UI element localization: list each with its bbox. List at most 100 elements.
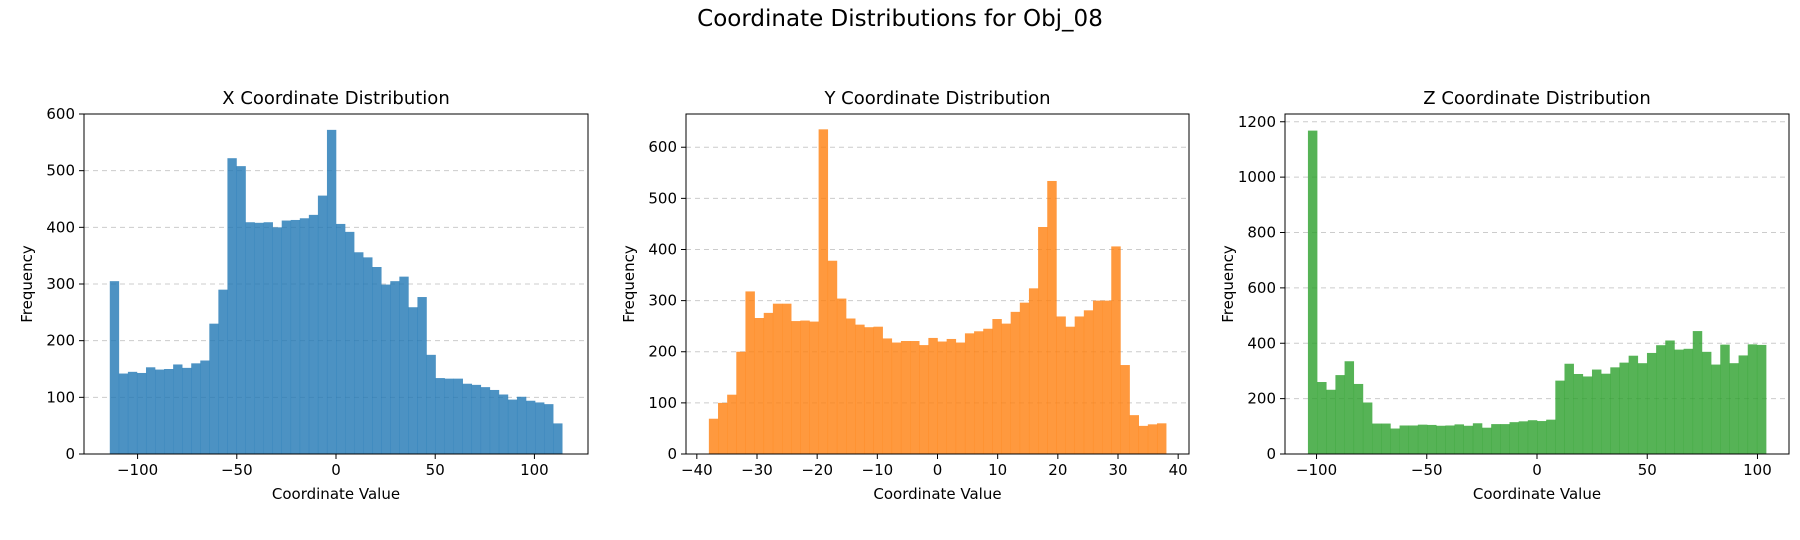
histogram-bar: [200, 360, 210, 454]
histogram-bar: [1555, 380, 1565, 454]
histogram-bar: [736, 351, 746, 454]
histogram-bar: [1591, 369, 1602, 454]
y-axis-label: Frequency: [620, 245, 638, 323]
histogram-bar: [1573, 373, 1584, 454]
histogram-bar: [471, 384, 482, 454]
histogram-bar: [1083, 310, 1094, 454]
histogram-bar: [754, 318, 765, 454]
histogram-bar: [745, 291, 755, 454]
y-tick-label: 0: [1266, 445, 1276, 463]
histogram-bar: [1010, 311, 1021, 454]
histogram-bar: [974, 331, 984, 454]
histogram-bar: [489, 389, 500, 454]
x-tick-label: −100: [117, 461, 158, 479]
histogram-bar: [1637, 363, 1648, 454]
histogram-bar: [1344, 361, 1355, 454]
histogram-bar: [1472, 423, 1483, 454]
histogram-bar: [1463, 425, 1474, 454]
histogram-bar: [381, 284, 391, 454]
histogram-bar: [173, 364, 183, 454]
histogram-bar: [1738, 355, 1749, 454]
histogram-bar: [1711, 364, 1721, 454]
histogram-bar: [127, 371, 138, 454]
histogram-bar: [1601, 373, 1611, 454]
histogram-bar: [553, 423, 563, 454]
histogram-bar: [526, 400, 536, 454]
histogram-bar: [1646, 352, 1657, 454]
histogram-bar: [299, 218, 310, 454]
x-tick-label: 0: [933, 461, 943, 479]
x-axis-label: Coordinate Value: [1473, 485, 1601, 503]
x-axis-label: Coordinate Value: [873, 485, 1001, 503]
histogram-bar: [964, 333, 975, 454]
x-tick-label: 100: [520, 461, 549, 479]
histogram-bar: [1656, 345, 1666, 454]
histogram-bar: [946, 338, 957, 454]
histogram-bar: [910, 341, 920, 454]
histogram-bar: [846, 318, 856, 454]
histogram-bar: [928, 337, 938, 454]
x-tick-label: 40: [1169, 461, 1188, 479]
histogram-bar: [864, 327, 874, 454]
histogram-bar: [426, 354, 436, 454]
y-tick-label: 200: [1247, 390, 1276, 408]
histogram-bar: [145, 367, 156, 454]
histogram-bar: [308, 214, 319, 454]
histogram-bar: [1582, 376, 1593, 454]
histogram-bar: [1527, 420, 1538, 454]
histogram-bar: [1353, 383, 1364, 454]
y-axis-label: Frequency: [18, 245, 36, 323]
histogram-bar: [1417, 424, 1428, 454]
histogram-bar: [1546, 419, 1556, 454]
chart-panel-1: −100 −50 0 50 100 0 100 200 300 400 500 600 X Coordi…: [18, 88, 589, 503]
histogram-bar: [155, 369, 165, 454]
histogram-bar: [1326, 389, 1336, 454]
histogram-bar: [1317, 382, 1327, 454]
histogram-bar: [1102, 300, 1112, 454]
histogram-bar: [900, 341, 911, 454]
histogram-bar: [507, 399, 518, 454]
histogram-bar: [1756, 344, 1767, 454]
histogram-bar: [245, 222, 255, 454]
histogram-bar: [1729, 363, 1739, 454]
x-tick-label: −50: [1411, 461, 1443, 479]
histogram-bar: [983, 328, 993, 454]
histogram-bar: [1381, 423, 1391, 454]
x-tick-label: −30: [741, 461, 773, 479]
histogram-bar: [480, 387, 491, 454]
x-tick-label: −20: [801, 461, 833, 479]
y-tick-label: 500: [46, 162, 75, 180]
histogram-bar: [462, 383, 473, 454]
histogram-bar: [1482, 427, 1492, 454]
histogram-bar: [399, 276, 409, 454]
histogram-bar: [164, 369, 174, 454]
y-tick-label: 400: [1247, 334, 1276, 352]
x-tick-label: −100: [1296, 461, 1337, 479]
histogram-bar: [1491, 424, 1501, 454]
histogram-bar: [827, 260, 838, 454]
y-tick-label: 500: [648, 189, 677, 207]
histogram-bar: [1362, 402, 1373, 454]
histogram-bar: [782, 303, 792, 454]
histogram-bar: [136, 372, 147, 454]
histogram-bar: [1427, 424, 1437, 454]
histogram-bar: [882, 338, 893, 454]
histogram-bar: [1500, 424, 1510, 454]
histogram-bar: [836, 298, 847, 454]
histogram-bar: [544, 404, 554, 454]
histogram-bar: [417, 297, 427, 454]
histogram-bar: [937, 341, 947, 454]
histogram-bar: [1610, 367, 1620, 454]
x-tick-label: −40: [681, 461, 713, 479]
y-tick-label: 600: [1247, 279, 1276, 297]
histogram-bar: [727, 394, 737, 454]
histogram-bar: [818, 129, 829, 454]
histogram-bar: [1056, 316, 1066, 454]
histogram-bar: [435, 378, 445, 454]
histogram-bar: [708, 418, 719, 454]
y-tick-label: 200: [46, 332, 75, 350]
histogram-bar: [1445, 425, 1455, 454]
histogram-bar: [1701, 351, 1712, 454]
histogram-bar: [1720, 344, 1730, 454]
